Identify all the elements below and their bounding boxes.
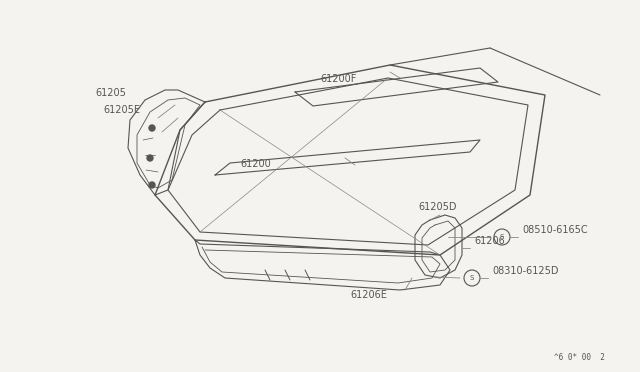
Text: S: S — [500, 234, 504, 240]
Text: 61206: 61206 — [474, 236, 505, 246]
Text: 08510-6165C: 08510-6165C — [522, 225, 588, 235]
Circle shape — [149, 182, 155, 188]
Text: 61205: 61205 — [95, 88, 126, 98]
Text: 61206E: 61206E — [350, 290, 387, 300]
Text: 61205E: 61205E — [103, 105, 140, 115]
Text: 61205D: 61205D — [418, 202, 456, 212]
Circle shape — [149, 125, 155, 131]
Text: 08310-6125D: 08310-6125D — [492, 266, 559, 276]
Text: ^6 0* 00  2: ^6 0* 00 2 — [554, 353, 605, 362]
Text: S: S — [470, 275, 474, 281]
Text: 61200F: 61200F — [320, 74, 356, 84]
Circle shape — [147, 155, 153, 161]
Text: 61200: 61200 — [240, 159, 271, 169]
